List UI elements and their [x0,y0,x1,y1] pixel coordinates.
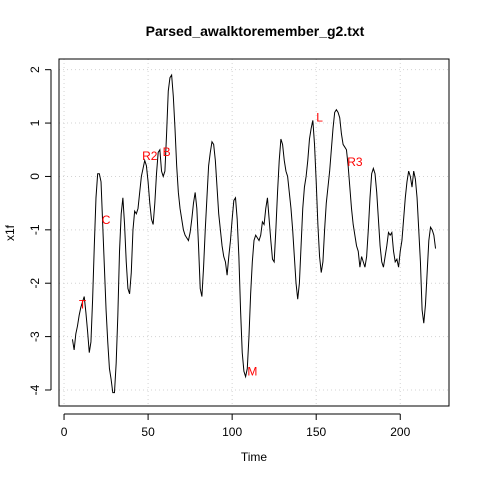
x-tick-label: 200 [390,425,410,439]
x-tick-label: 0 [61,425,68,439]
annotation-label: R2 [142,149,158,163]
chart-title: Parsed_awalktoremember_g2.txt [146,23,365,39]
y-tick-label: -3 [28,331,42,342]
y-tick-label: -4 [28,384,42,395]
y-axis: -4 -3 -2 -1 0 1 2 [28,66,52,395]
y-tick-label: -2 [28,278,42,289]
annotation-label: C [102,213,111,227]
y-tick-label: 0 [28,173,42,180]
plot-frame [58,58,450,407]
y-tick-label: 2 [28,66,42,73]
x-tick-label: 150 [306,425,326,439]
annotation-group: T C R2 B M L R3 [79,111,363,379]
grid-lines [59,59,449,406]
annotation-label: B [163,145,171,159]
x-tick-label: 50 [141,425,155,439]
x-axis-label: Time [241,450,268,464]
x-axis: 0 50 100 150 200 [61,413,411,439]
y-axis-label: x1f [3,224,17,241]
annotation-label: L [316,111,323,125]
annotation-label: T [79,298,87,312]
y-tick-label: 1 [28,119,42,126]
x-tick-label: 100 [222,425,242,439]
series-line [71,73,437,394]
annotation-label: M [247,364,257,378]
annotation-label: R3 [347,155,363,169]
y-tick-label: -1 [28,224,42,235]
